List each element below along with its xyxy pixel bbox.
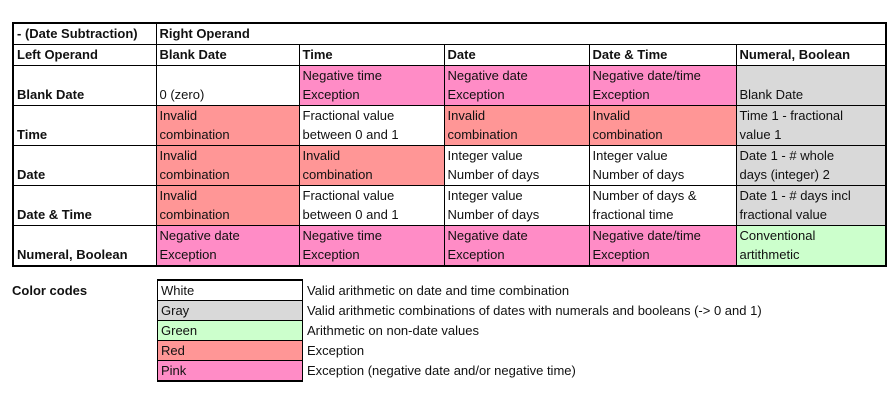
table-cell: Negative time Exception — [298, 225, 445, 267]
right-operand-header: Right Operand — [155, 22, 887, 45]
legend-description: Exception (negative date and/or negative… — [307, 363, 576, 379]
table-cell: Negative time Exception — [298, 65, 445, 106]
table-cell: Integer value Number of days — [443, 185, 590, 226]
column-header-blank-date: Blank Date — [155, 44, 300, 66]
column-header-row: Left Operand Blank Date Time Date Date &… — [12, 44, 887, 66]
table-row-blank-date: Blank Date 0 (zero) Negative time Except… — [12, 65, 887, 106]
legend-description: Exception — [307, 343, 365, 358]
table-cell: Negative date/time Exception — [588, 225, 737, 267]
row-label-date-time: Date & Time — [12, 185, 157, 226]
table-cell: Invalid combination — [155, 105, 300, 146]
legend-row-red: Red Exception — [157, 340, 765, 361]
table-cell: 0 (zero) — [155, 65, 300, 106]
row-label-time: Time — [12, 105, 157, 146]
legend-swatch-pink: Pink — [157, 360, 303, 382]
legend-title: Color codes — [12, 283, 88, 298]
table-cell: Invalid combination — [443, 105, 590, 146]
table-cell: Time 1 - fractional value 1 — [735, 105, 887, 146]
table-cell: Conventional artithmetic — [735, 225, 887, 267]
table-cell: Blank Date — [735, 65, 887, 106]
table-cell: Invalid combination — [155, 185, 300, 226]
legend-swatch-white: White — [157, 279, 303, 301]
row-label-blank-date: Blank Date — [12, 65, 157, 106]
color-legend: White Valid arithmetic on date and time … — [157, 279, 765, 382]
row-label-numeral-boolean: Numeral, Boolean — [12, 225, 157, 267]
legend-row-white: White Valid arithmetic on date and time … — [157, 279, 765, 301]
table-row-date-time: Date & Time Invalid combination Fraction… — [12, 185, 887, 226]
legend-description: Valid arithmetic on date and time combin… — [307, 282, 570, 298]
table-cell: Invalid combination — [298, 145, 445, 186]
table-cell: Fractional value between 0 and 1 — [298, 105, 445, 146]
legend-swatch-gray: Gray — [157, 300, 303, 321]
legend-description: Valid arithmetic combinations of dates w… — [307, 303, 762, 318]
date-subtraction-table: - (Date Subtraction) Right Operand Left … — [12, 22, 887, 267]
column-header-date: Date — [443, 44, 590, 66]
table-cell: Negative date Exception — [443, 225, 590, 267]
table-cell: Negative date Exception — [443, 65, 590, 106]
table-cell: Negative date/time Exception — [588, 65, 737, 106]
table-cell: Invalid combination — [588, 105, 737, 146]
table-cell: Integer value Number of days — [588, 145, 737, 186]
legend-row-green: Green Arithmetic on non-date values — [157, 320, 765, 341]
legend-swatch-red: Red — [157, 340, 303, 361]
table-cell: Date 1 - # whole days (integer) 2 — [735, 145, 887, 186]
table-cell: Number of days & fractional time — [588, 185, 737, 226]
table-cell: Negative date Exception — [155, 225, 300, 267]
table-cell: Invalid combination — [155, 145, 300, 186]
table-title-row: - (Date Subtraction) Right Operand — [12, 22, 887, 45]
left-operand-header: Left Operand — [12, 44, 157, 66]
legend-row-pink: Pink Exception (negative date and/or neg… — [157, 360, 765, 382]
table-cell: Fractional value between 0 and 1 — [298, 185, 445, 226]
table-row-time: Time Invalid combination Fractional valu… — [12, 105, 887, 146]
table-cell: Integer value Number of days — [443, 145, 590, 186]
table-title-cell: - (Date Subtraction) — [12, 22, 157, 45]
row-label-date: Date — [12, 145, 157, 186]
table-row-numeral-boolean: Numeral, Boolean Negative date Exception… — [12, 225, 887, 267]
table-cell: Date 1 - # days incl fractional value — [735, 185, 887, 226]
table-row-date: Date Invalid combination Invalid combina… — [12, 145, 887, 186]
column-header-numeral-boolean: Numeral, Boolean — [735, 44, 887, 66]
legend-description: Arithmetic on non-date values — [307, 323, 479, 338]
column-header-time: Time — [298, 44, 445, 66]
column-header-date-time: Date & Time — [588, 44, 737, 66]
legend-row-gray: Gray Valid arithmetic combinations of da… — [157, 300, 765, 321]
legend-swatch-green: Green — [157, 320, 303, 341]
